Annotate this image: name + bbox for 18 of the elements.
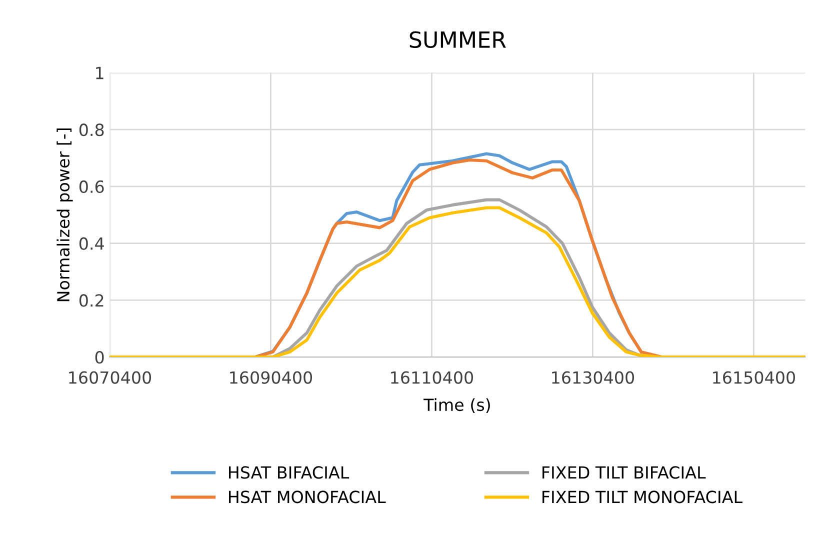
y-tick-label: 0 [95, 351, 104, 364]
x-tick-label: 16110400 [391, 371, 474, 384]
y-tick-label: 0.8 [79, 124, 104, 136]
legend-label: FIXED TILT BIFACIAL [542, 466, 706, 479]
y-tick-label: 0.4 [79, 237, 104, 250]
x-tick-label: 16070400 [69, 371, 152, 384]
y-axis-title: Normalized power [-] [56, 128, 73, 302]
y-tick-label: 0.2 [79, 294, 104, 307]
legend-label: HSAT BIFACIAL [229, 466, 350, 479]
x-tick-label: 16130400 [552, 371, 634, 384]
x-tick-label: 16090400 [230, 371, 312, 384]
y-tick-label: 1 [96, 66, 104, 80]
chart-title: SUMMER [410, 31, 506, 48]
x-axis-title: Time (s) [424, 398, 490, 414]
legend-label: HSAT MONOFACIAL [229, 490, 386, 504]
legend-label: FIXED TILT MONOFACIAL [542, 490, 742, 504]
y-tick-label: 0.6 [79, 180, 104, 194]
x-tick-label: 16150400 [713, 371, 795, 384]
